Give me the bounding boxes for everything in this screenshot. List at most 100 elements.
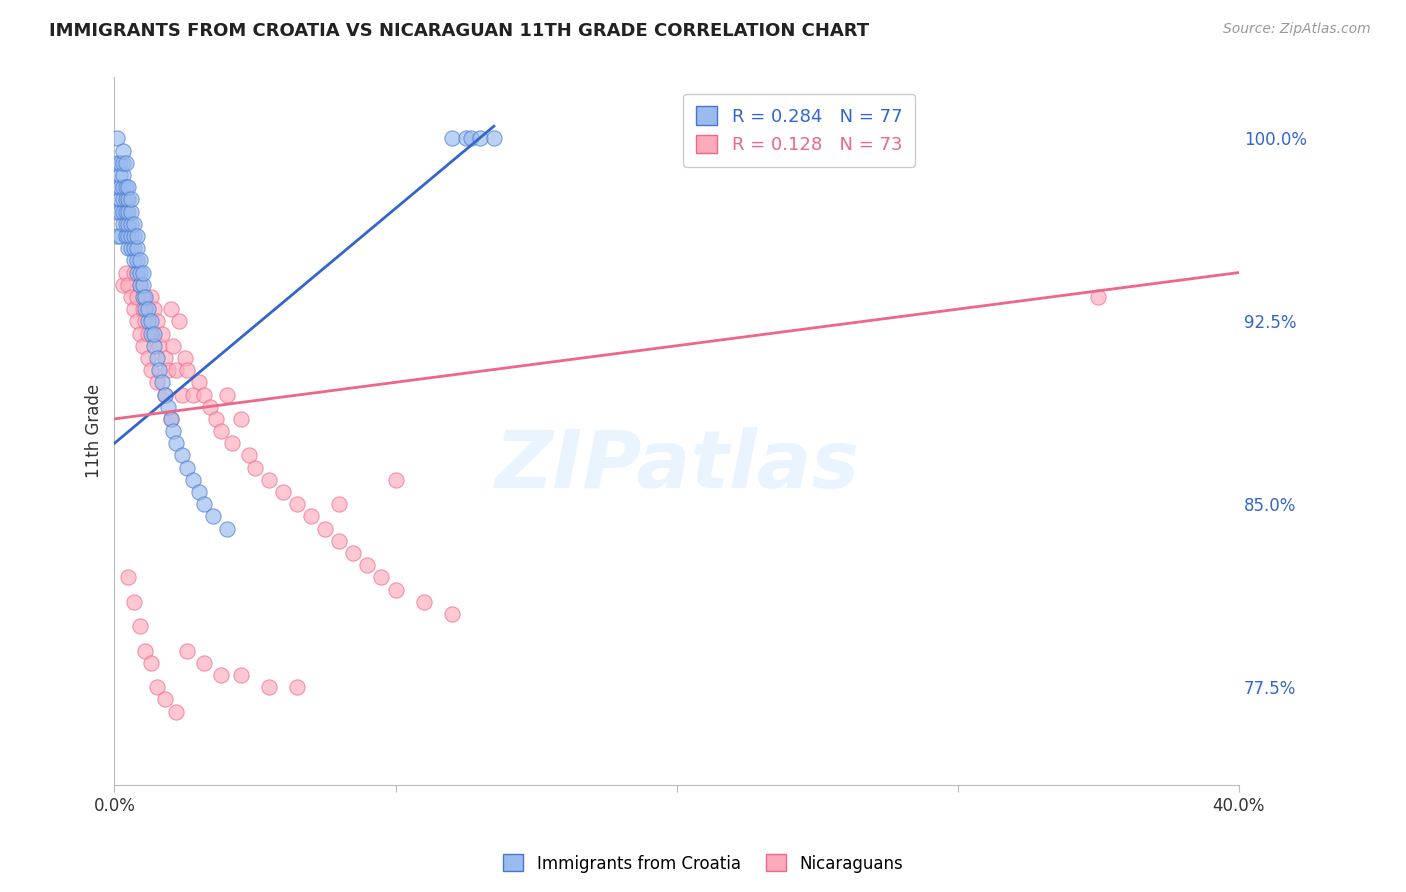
Point [145, 351, 167, 365]
Text: Source: ZipAtlas.com: Source: ZipAtlas.com [1223, 22, 1371, 37]
Point [105, 229, 128, 244]
Point [187, 485, 209, 500]
Point [120, 241, 142, 255]
Text: IMMIGRANTS FROM CROATIA VS NICARAGUAN 11TH GRADE CORRELATION CHART: IMMIGRANTS FROM CROATIA VS NICARAGUAN 11… [49, 22, 869, 40]
Point [114, 229, 136, 244]
Point [153, 387, 176, 401]
Point [122, 229, 145, 244]
Point [142, 326, 165, 341]
Point [111, 156, 134, 170]
Point [108, 229, 131, 244]
Point [156, 400, 179, 414]
Y-axis label: 11th Grade: 11th Grade [86, 384, 103, 478]
Point [136, 302, 159, 317]
Point [134, 290, 156, 304]
Point [384, 582, 406, 597]
Point [125, 266, 148, 280]
Point [105, 204, 128, 219]
Legend: Immigrants from Croatia, Nicaraguans: Immigrants from Croatia, Nicaraguans [496, 847, 910, 880]
Point [356, 558, 378, 573]
Point [145, 680, 167, 694]
Point [120, 290, 142, 304]
Point [153, 351, 176, 365]
Point [328, 497, 350, 511]
Point [145, 314, 167, 328]
Point [170, 449, 193, 463]
Point [117, 204, 139, 219]
Point [460, 131, 482, 145]
Point [215, 522, 238, 536]
Point [159, 412, 181, 426]
Point [117, 217, 139, 231]
Point [159, 412, 181, 426]
Point [440, 131, 463, 145]
Point [271, 485, 294, 500]
Point [131, 266, 153, 280]
Point [299, 509, 322, 524]
Point [128, 253, 150, 268]
Point [111, 217, 134, 231]
Point [114, 180, 136, 194]
Point [243, 460, 266, 475]
Point [159, 302, 181, 317]
Point [131, 302, 153, 317]
Point [482, 131, 505, 145]
Point [201, 509, 224, 524]
Point [122, 302, 145, 317]
Point [114, 266, 136, 280]
Point [117, 193, 139, 207]
Point [1087, 290, 1109, 304]
Point [162, 424, 184, 438]
Point [122, 266, 145, 280]
Point [134, 302, 156, 317]
Point [120, 229, 142, 244]
Point [257, 473, 280, 487]
Point [117, 180, 139, 194]
Point [209, 424, 232, 438]
Point [370, 570, 392, 584]
Point [108, 168, 131, 182]
Point [165, 705, 187, 719]
Point [120, 217, 142, 231]
Point [111, 144, 134, 158]
Point [128, 277, 150, 292]
Point [215, 387, 238, 401]
Point [139, 290, 162, 304]
Point [131, 277, 153, 292]
Point [105, 131, 128, 145]
Point [148, 363, 170, 377]
Point [314, 522, 336, 536]
Point [167, 314, 190, 328]
Point [108, 180, 131, 194]
Legend: R = 0.284   N = 77, R = 0.128   N = 73: R = 0.284 N = 77, R = 0.128 N = 73 [683, 94, 915, 167]
Point [153, 387, 176, 401]
Point [342, 546, 364, 560]
Point [145, 376, 167, 390]
Point [412, 595, 434, 609]
Point [114, 193, 136, 207]
Point [120, 193, 142, 207]
Point [131, 290, 153, 304]
Point [193, 497, 215, 511]
Point [134, 643, 156, 657]
Point [136, 314, 159, 328]
Point [134, 314, 156, 328]
Point [229, 412, 252, 426]
Point [128, 266, 150, 280]
Point [111, 204, 134, 219]
Point [128, 619, 150, 633]
Point [440, 607, 463, 621]
Point [181, 473, 204, 487]
Point [221, 436, 243, 450]
Point [285, 497, 308, 511]
Point [150, 376, 173, 390]
Point [173, 351, 195, 365]
Point [108, 204, 131, 219]
Point [148, 339, 170, 353]
Point [136, 351, 159, 365]
Point [198, 400, 221, 414]
Point [122, 253, 145, 268]
Point [128, 277, 150, 292]
Point [122, 241, 145, 255]
Point [108, 156, 131, 170]
